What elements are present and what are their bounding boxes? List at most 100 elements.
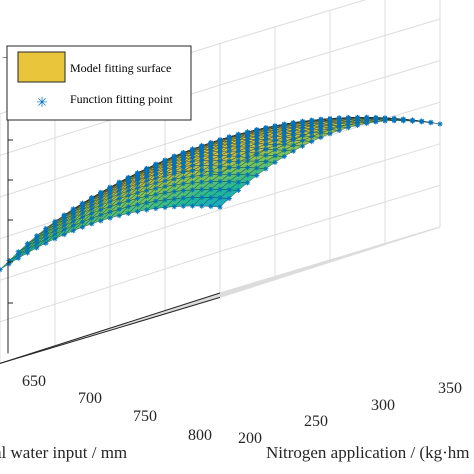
fitting-point-stroke: [199, 195, 204, 200]
floor-grid-line: [109, 261, 331, 329]
fitting-point: [272, 130, 278, 136]
fitting-point-stroke: [227, 165, 232, 170]
fitting-point: [419, 119, 425, 125]
fitting-point-stroke: [117, 207, 122, 212]
fitting-point-stroke: [245, 149, 250, 155]
fitting-point: [171, 164, 177, 171]
fitting-point: [107, 203, 113, 210]
fitting-point: [263, 152, 269, 158]
fitting-point: [382, 118, 388, 124]
fitting-point: [336, 127, 342, 133]
fitting-point-stroke: [126, 179, 131, 185]
fitting-point-stroke: [172, 165, 177, 170]
fitting-point: [400, 118, 406, 124]
fitting-point: [254, 172, 260, 179]
fitting-point-stroke: [34, 241, 39, 246]
fitting-point: [180, 181, 186, 187]
fitting-point-stroke: [43, 236, 48, 242]
fitting-point: [70, 214, 76, 221]
fitting-point: [364, 119, 370, 125]
fitting-point-stroke: [98, 203, 103, 208]
fitting-point: [299, 138, 306, 144]
fitting-point-stroke: [208, 172, 213, 177]
fitting-point: [263, 159, 269, 165]
fitting-point-stroke: [162, 163, 168, 169]
fitting-point-stroke: [117, 201, 122, 206]
fitting-point-stroke: [89, 196, 94, 201]
fitting-point: [309, 123, 315, 129]
fitting-point-stroke: [263, 159, 268, 164]
fitting-point-stroke: [263, 141, 268, 147]
fitting-point: [235, 179, 241, 185]
fitting-point: [98, 190, 104, 197]
fitting-point: [171, 169, 177, 175]
fitting-point-stroke: [52, 236, 58, 241]
fitting-point: [171, 196, 177, 202]
fitting-point: [254, 150, 260, 156]
fitting-point: [263, 141, 269, 147]
fitting-point-stroke: [309, 130, 314, 135]
fitting-point-stroke: [80, 214, 85, 220]
fitting-point-stroke: [227, 144, 232, 150]
fitting-point-stroke: [98, 218, 103, 223]
fitting-point: [180, 156, 186, 162]
fitting-point-stroke: [126, 188, 131, 194]
fitting-point: [98, 207, 104, 213]
legend-point-marker: ✳: [36, 95, 48, 111]
fitting-point: [226, 164, 232, 170]
fitting-point: [318, 127, 324, 133]
fitting-point-stroke: [217, 145, 223, 150]
fitting-point-stroke: [337, 128, 342, 133]
fitting-point-stroke: [52, 232, 58, 237]
fitting-point: [254, 136, 260, 142]
fitting-point: [226, 171, 232, 177]
fitting-point: [171, 204, 177, 210]
fitting-point-stroke: [190, 168, 195, 173]
fitting-point: [144, 193, 150, 199]
fitting-point: [171, 188, 177, 195]
fitting-point-stroke: [98, 199, 103, 204]
fitting-point-stroke: [236, 172, 241, 177]
fitting-point: [144, 200, 150, 206]
fitting-point: [144, 174, 150, 180]
fitting-point-stroke: [327, 122, 333, 127]
fitting-point: [208, 186, 214, 192]
fitting-point-stroke: [71, 219, 76, 224]
fitting-point-stroke: [346, 125, 351, 130]
fitting-point-stroke: [272, 153, 278, 158]
fitting-point-stroke: [208, 169, 213, 174]
fitting-point-stroke: [172, 196, 177, 201]
fitting-point-stroke: [126, 193, 131, 198]
fitting-point-stroke: [217, 170, 223, 175]
fitting-point: [107, 215, 113, 221]
fitting-point: [98, 202, 104, 208]
fitting-point-stroke: [245, 140, 250, 146]
fitting-point: [254, 140, 260, 146]
fitting-point-stroke: [263, 146, 268, 152]
fitting-point: [244, 164, 251, 171]
fitting-point-stroke: [98, 207, 103, 212]
fitting-point: [290, 127, 296, 133]
legend-surface-swatch: [17, 51, 66, 83]
fitting-point-stroke: [346, 122, 351, 127]
fitting-point-stroke: [208, 204, 213, 209]
fitting-point-stroke: [245, 165, 250, 170]
fitting-point: [272, 159, 278, 165]
fitting-point-stroke: [190, 163, 195, 168]
fitting-point: [162, 178, 168, 184]
fitting-point-stroke: [217, 187, 223, 192]
fitting-point-stroke: [117, 213, 122, 218]
fitting-point-stroke: [318, 124, 323, 129]
fitting-point-stroke: [162, 170, 168, 176]
fitting-point-stroke: [282, 134, 287, 140]
fitting-point-stroke: [291, 136, 296, 141]
fitting-point: [235, 159, 241, 165]
fitting-point: [24, 240, 31, 247]
fitting-point-stroke: [181, 195, 186, 201]
fitting-point: [437, 121, 443, 127]
fitting-point-stroke: [0, 267, 3, 271]
fitting-point-stroke: [16, 256, 21, 261]
fitting-point: [189, 195, 196, 201]
fitting-point: [199, 162, 205, 168]
fitting-point-stroke: [144, 207, 149, 213]
